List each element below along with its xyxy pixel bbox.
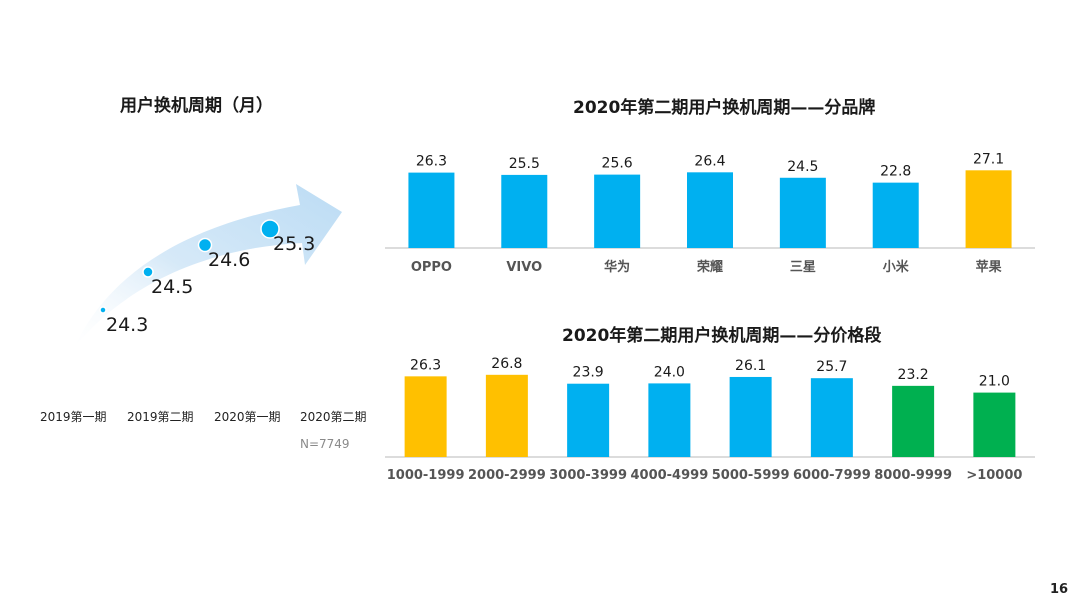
category-label: 小米 — [883, 259, 910, 275]
bar-value-label: 26.3 — [416, 154, 447, 170]
bar-value-label: 21.0 — [979, 374, 1010, 390]
trend-chart-title: 用户换机周期（月） — [120, 96, 273, 116]
category-label: >10000 — [966, 468, 1022, 483]
trend-value-label: 24.5 — [151, 276, 193, 298]
category-label: 8000-9999 — [874, 468, 952, 483]
bar — [408, 172, 455, 248]
category-label: 苹果 — [976, 259, 1002, 275]
bar — [872, 182, 919, 248]
bar-value-label: 25.6 — [602, 156, 633, 172]
trend-value-label: 25.3 — [273, 233, 315, 255]
category-label: 3000-3999 — [549, 468, 627, 483]
bar — [892, 385, 935, 457]
bar — [501, 174, 548, 248]
bar — [973, 392, 1016, 457]
bar-value-label: 25.7 — [816, 359, 847, 375]
page-number: 16 — [1050, 582, 1069, 597]
trend-period-1: 2019第二期 — [127, 410, 194, 424]
category-label: 4000-4999 — [630, 468, 708, 483]
category-label: 华为 — [604, 259, 630, 275]
trend-value-label: 24.3 — [106, 314, 148, 336]
bar — [594, 174, 641, 248]
bar-value-label: 26.1 — [735, 358, 766, 374]
bar-value-label: 24.5 — [787, 159, 818, 175]
bar-value-label: 22.8 — [880, 164, 911, 180]
sample-size-note: N=7749 — [300, 437, 350, 451]
price-chart-title: 2020年第二期用户换机周期——分价格段 — [562, 326, 882, 346]
trend-point — [197, 237, 213, 253]
bar — [485, 374, 528, 457]
bar — [729, 376, 772, 457]
bar — [810, 378, 853, 457]
trend-point — [142, 266, 154, 278]
bar-value-label: 23.9 — [573, 365, 604, 381]
bar-value-label: 26.4 — [694, 153, 725, 169]
category-label: 5000-5999 — [712, 468, 790, 483]
trend-point — [99, 306, 107, 314]
category-label: OPPO — [411, 260, 452, 275]
bar — [567, 383, 610, 457]
bar — [404, 376, 447, 457]
bar — [648, 383, 691, 457]
bar — [965, 170, 1012, 248]
bar-value-label: 23.2 — [898, 367, 929, 383]
category-label: 荣耀 — [696, 259, 723, 275]
bar-value-label: 26.8 — [491, 356, 522, 372]
bar-value-label: 25.5 — [509, 156, 540, 172]
trend-point — [260, 219, 280, 239]
trend-value-label: 24.6 — [208, 249, 250, 271]
bar — [687, 172, 733, 248]
category-label: 6000-7999 — [793, 468, 871, 483]
bar — [779, 177, 826, 248]
bar-value-label: 26.3 — [410, 357, 441, 373]
category-label: 2000-2999 — [468, 468, 546, 483]
brand-chart-title: 2020年第二期用户换机周期——分品牌 — [573, 98, 876, 118]
trend-period-0: 2019第一期 — [40, 410, 107, 424]
trend-period-3: 2020第二期 — [300, 410, 367, 424]
category-label: 三星 — [790, 260, 816, 275]
category-label: 1000-1999 — [387, 468, 465, 483]
bar-value-label: 24.0 — [654, 364, 685, 380]
bar-value-label: 27.1 — [973, 151, 1004, 167]
category-label: VIVO — [506, 260, 542, 275]
trend-period-2: 2020第一期 — [214, 410, 281, 424]
